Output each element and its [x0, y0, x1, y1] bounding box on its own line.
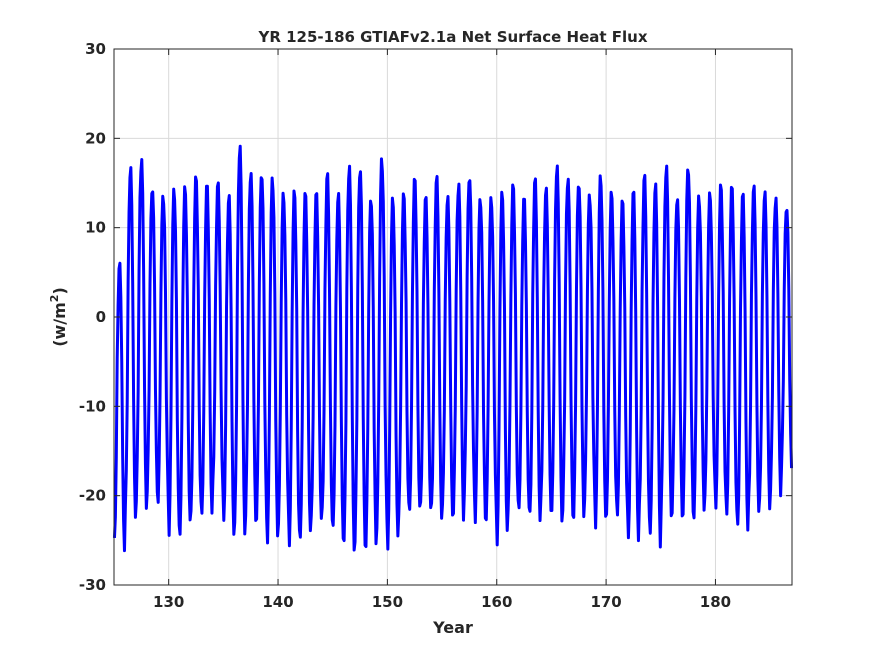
x-tick-label: 170 — [590, 593, 621, 611]
tick-labels: 130 140 150 160 170 180 -30 -20 -10 0 10 20 30 — [79, 40, 731, 611]
x-tick-label: 180 — [700, 593, 731, 611]
y-axis-label-base: (w/m — [50, 302, 69, 347]
x-tick-label: 150 — [372, 593, 403, 611]
y-tick-label: -20 — [79, 487, 106, 505]
y-axis-label-superscript: 2 — [48, 295, 61, 303]
ticks — [114, 48, 792, 586]
x-axis-label: Year — [432, 618, 473, 637]
x-tick-label: 130 — [153, 593, 184, 611]
y-tick-label: -10 — [79, 397, 106, 415]
y-axis-label: (w/m2) — [48, 287, 69, 347]
y-tick-label: 30 — [85, 40, 106, 58]
y-tick-label: -30 — [79, 576, 106, 594]
y-tick-label: 0 — [96, 308, 106, 326]
y-axis-label-close: ) — [50, 287, 69, 294]
y-tick-label: 10 — [85, 219, 106, 237]
x-tick-label: 140 — [262, 593, 293, 611]
y-tick-label: 20 — [85, 129, 106, 147]
chart-title: YR 125-186 GTIAFv2.1a Net Surface Heat F… — [257, 28, 647, 46]
series-line-0 — [112, 144, 794, 553]
series-layer — [112, 144, 794, 553]
x-tick-label: 160 — [481, 593, 512, 611]
